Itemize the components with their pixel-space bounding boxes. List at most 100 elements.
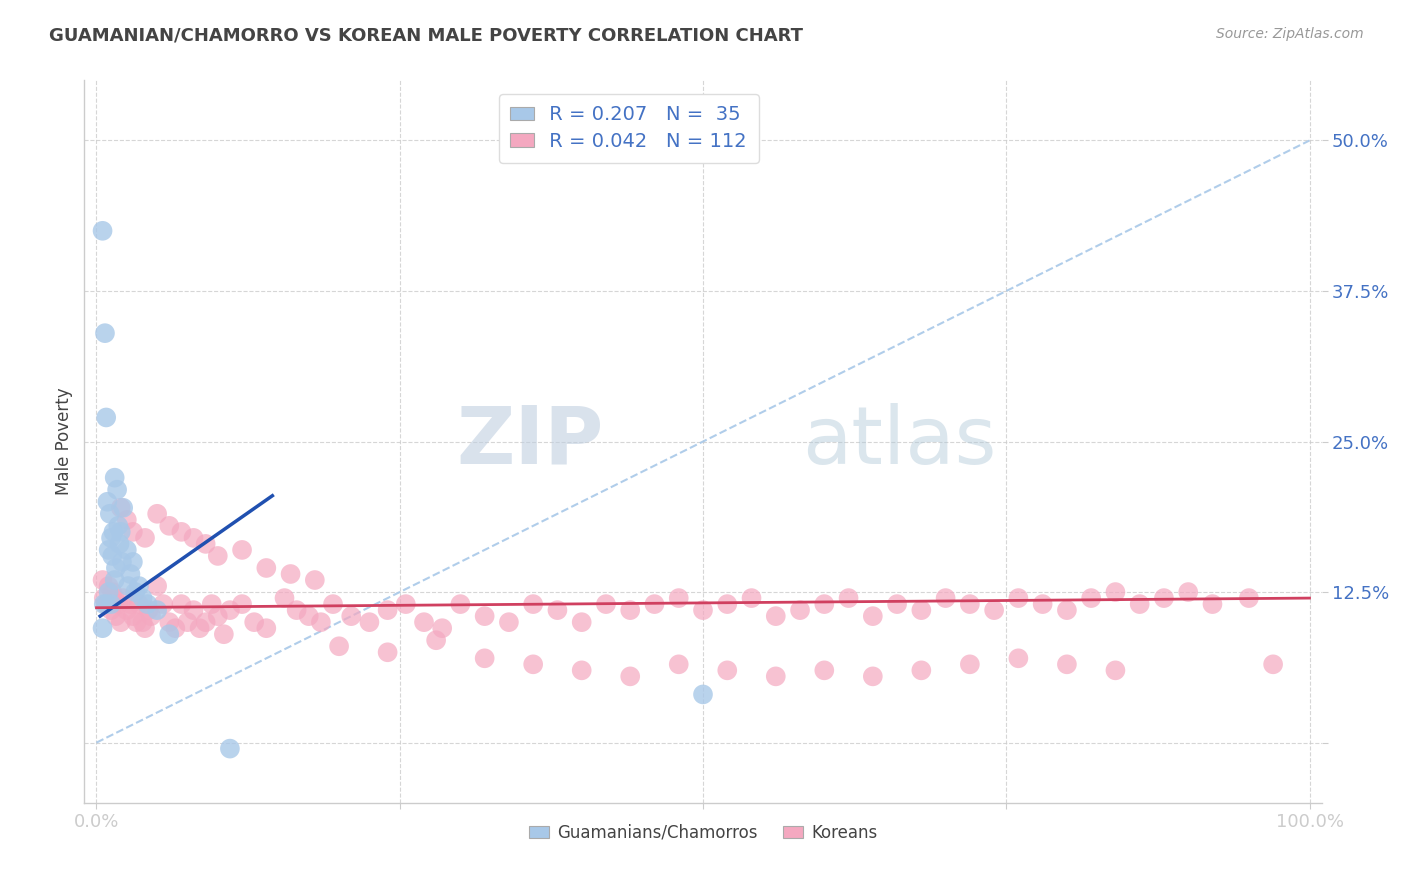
Point [959, 657, 981, 672]
Point [111, 555, 134, 569]
Point [340, 609, 363, 624]
Point [117, 579, 139, 593]
Point [322, 597, 344, 611]
Point [146, 603, 169, 617]
Point [128, 597, 150, 611]
Point [789, 603, 811, 617]
Point [115, 513, 138, 527]
Point [983, 603, 1005, 617]
Point [571, 615, 593, 630]
Point [104, 609, 127, 624]
Point [146, 579, 169, 593]
Point [862, 609, 884, 624]
Point [692, 687, 714, 701]
Point [1104, 585, 1126, 599]
Point [522, 657, 544, 672]
Point [128, 579, 150, 593]
Point [1153, 591, 1175, 606]
Point [110, 500, 132, 515]
Point [122, 609, 145, 624]
Point [328, 639, 350, 653]
Point [94, 326, 117, 341]
Point [110, 615, 132, 630]
Point [183, 531, 205, 545]
Point [104, 591, 127, 606]
Point [152, 597, 174, 611]
Point [1056, 603, 1078, 617]
Point [100, 597, 122, 611]
Point [96, 597, 118, 611]
Point [100, 531, 122, 545]
Text: GUAMANIAN/CHAMORRO VS KOREAN MALE POVERTY CORRELATION CHART: GUAMANIAN/CHAMORRO VS KOREAN MALE POVERT… [49, 27, 803, 45]
Point [112, 500, 135, 515]
Point [194, 537, 217, 551]
Point [254, 561, 277, 575]
Point [157, 519, 180, 533]
Point [115, 603, 138, 617]
Point [122, 555, 145, 569]
Point [96, 597, 118, 611]
Point [668, 657, 690, 672]
Point [765, 669, 787, 683]
Point [474, 651, 496, 665]
Point [91, 621, 114, 635]
Point [1056, 657, 1078, 672]
Point [157, 615, 180, 630]
Point [571, 664, 593, 678]
Point [304, 573, 326, 587]
Point [910, 664, 932, 678]
Point [449, 597, 471, 611]
Point [107, 597, 129, 611]
Point [838, 591, 860, 606]
Point [207, 609, 229, 624]
Point [170, 524, 193, 539]
Point [101, 549, 124, 563]
Point [813, 597, 835, 611]
Point [134, 621, 156, 635]
Point [100, 603, 122, 617]
Point [104, 573, 127, 587]
Point [413, 615, 436, 630]
Point [91, 224, 114, 238]
Point [136, 597, 159, 611]
Point [813, 664, 835, 678]
Point [643, 597, 665, 611]
Point [91, 573, 114, 587]
Point [188, 621, 211, 635]
Point [298, 609, 321, 624]
Point [959, 597, 981, 611]
Point [280, 567, 302, 582]
Point [183, 603, 205, 617]
Point [935, 591, 957, 606]
Point [212, 627, 235, 641]
Point [139, 609, 162, 624]
Point [125, 615, 148, 630]
Text: Source: ZipAtlas.com: Source: ZipAtlas.com [1216, 27, 1364, 41]
Point [131, 591, 153, 606]
Point [219, 741, 242, 756]
Point [309, 615, 332, 630]
Point [108, 537, 131, 551]
Point [1177, 585, 1199, 599]
Point [377, 645, 399, 659]
Point [138, 603, 160, 617]
Point [474, 609, 496, 624]
Point [716, 664, 738, 678]
Point [692, 603, 714, 617]
Point [98, 507, 121, 521]
Point [97, 579, 120, 593]
Point [432, 621, 454, 635]
Point [104, 471, 127, 485]
Legend: Guamanians/Chamorros, Koreans: Guamanians/Chamorros, Koreans [522, 817, 884, 848]
Text: ZIP: ZIP [457, 402, 605, 481]
Point [201, 597, 224, 611]
Point [97, 542, 120, 557]
Point [619, 603, 641, 617]
Point [886, 597, 908, 611]
Point [1080, 591, 1102, 606]
Point [1104, 664, 1126, 678]
Point [619, 669, 641, 683]
Point [498, 615, 520, 630]
Point [105, 483, 128, 497]
Point [243, 615, 266, 630]
